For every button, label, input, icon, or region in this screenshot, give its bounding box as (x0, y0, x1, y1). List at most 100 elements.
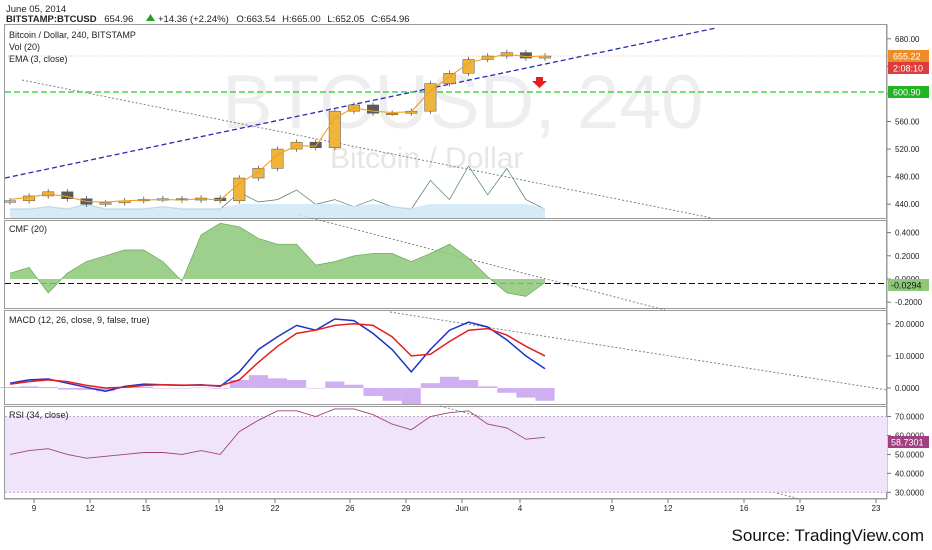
ema-label: EMA (3, close) (9, 54, 68, 64)
rsi-tick-label: 30.0000 (895, 488, 924, 497)
cmf-badge-text: -0.0294 (891, 281, 922, 291)
rsi-tick-label: 70.0000 (895, 412, 924, 421)
close-label: C: (371, 14, 381, 25)
rsi-tick-label: 50.0000 (895, 450, 924, 459)
x-tick-label: 12 (86, 504, 95, 513)
close-value: 654.96 (381, 14, 410, 25)
candle-body (233, 177, 246, 202)
header-change: +14.36 (+2.24%) (158, 14, 229, 25)
level-badge-text: 600.90 (893, 88, 921, 98)
x-tick-label: 12 (664, 504, 673, 513)
y-axis-ticks: 440.00480.00520.00560.00600.00640.00680.… (887, 35, 924, 497)
candle-body (271, 148, 284, 169)
macd-histogram-bar (535, 387, 555, 401)
macd-histogram-bar (306, 387, 326, 389)
macd-histogram-bar (267, 378, 288, 388)
header-symbol: BITSTAMP:BTCUSD (6, 14, 97, 25)
low-label: L: (327, 14, 335, 25)
low-value: 652.05 (335, 14, 364, 25)
trend-line-dotted-cmf (299, 214, 666, 311)
macd-histogram-bar (478, 386, 498, 388)
countdown-badge-text: 2:08:10 (893, 64, 923, 74)
macd-histogram-bar (38, 387, 58, 388)
cmf-area (10, 223, 545, 297)
x-tick-label: 16 (740, 504, 749, 513)
macd-histogram-bar (0, 387, 20, 388)
trend-line-dotted-price (21, 79, 713, 219)
macd-histogram-bar (287, 379, 307, 388)
high-value: 665.00 (292, 14, 321, 25)
watermark-symbol: BTCUSD, 240 (222, 60, 704, 145)
level-badge-bg (888, 86, 929, 98)
candle-body (252, 168, 265, 179)
macd-histogram-bar (516, 387, 536, 398)
macd-histogram-bar (134, 386, 154, 388)
price-badge-bg (888, 50, 929, 62)
down-arrow-icon (532, 77, 547, 88)
cmf-badge: -0.0294 (888, 279, 929, 291)
cmf-pane-title: CMF (20) (9, 224, 47, 234)
level-badge: 600.90 (888, 86, 929, 98)
price-tick-label: 520.00 (895, 145, 920, 154)
candle-body (328, 110, 341, 148)
volume-label: Vol (20) (9, 42, 40, 52)
macd-tick-label: 0.0000 (895, 384, 920, 393)
watermark-name: Bitcoin / Dollar (330, 142, 523, 175)
high-label: H: (282, 14, 292, 25)
macd-histogram-bar (459, 379, 479, 388)
rsi-badge: 58.7301 (888, 436, 929, 448)
x-tick-label: 15 (142, 504, 151, 513)
macd-pane-title: MACD (12, 26, close, 9, false, true) (9, 315, 150, 325)
trend-line-blue (4, 27, 717, 179)
rsi-plot (5, 408, 887, 493)
x-tick-label: 22 (271, 504, 280, 513)
candle-body (462, 59, 475, 74)
countdown-badge-bg (888, 62, 929, 74)
x-tick-label: 4 (518, 504, 523, 513)
price-tick-label: 440.00 (895, 200, 920, 209)
cmf-plot (9, 222, 546, 297)
price-plot (4, 49, 551, 218)
x-axis-ticks: 9 12 15 19 22 26 29 Jun 4 9 12 16 19 23 (4, 498, 887, 513)
macd-histogram-bar (439, 376, 460, 388)
macd-plot (0, 318, 555, 404)
macd-histogram-bar (57, 387, 77, 390)
price-badge: 655.22 (888, 50, 929, 62)
price-tick-label: 680.00 (895, 35, 920, 44)
chart-date: June 05, 2014 (6, 4, 66, 15)
open-value: 663.54 (246, 14, 275, 25)
rsi-tick-label: 40.0000 (895, 469, 924, 478)
x-tick-label: Jun (456, 504, 469, 513)
rsi-line (9, 408, 546, 459)
price-tick-label: 560.00 (895, 118, 920, 127)
price-pane-title: Bitcoin / Dollar, 240, BITSTAMP (9, 30, 136, 40)
macd-histogram-bar (210, 387, 230, 389)
macd-histogram-bar (19, 386, 39, 388)
macd-histogram-bar (191, 387, 211, 389)
candle-body (367, 104, 380, 114)
header-last: 654.96 (104, 14, 133, 25)
macd-histogram-bar (76, 387, 96, 390)
signal-line (9, 323, 546, 389)
macd-histogram-bar (344, 384, 364, 388)
candle-body (443, 73, 456, 84)
up-triangle-icon (146, 14, 155, 21)
candle-body (309, 141, 322, 148)
source-credit: Source: TradingView.com (732, 526, 924, 545)
macd-histogram-bar (95, 387, 116, 392)
macd-tick-label: 20.0000 (895, 320, 924, 329)
cmf-tick-label: 0.2000 (895, 252, 920, 261)
cmf-tick-label: -0.2000 (895, 298, 923, 307)
cmf-drawings (5, 214, 887, 311)
ema-line (9, 53, 546, 203)
header-quote: BITSTAMP:BTCUSD 654.96 (6, 14, 133, 25)
x-tick-label: 19 (796, 504, 805, 513)
x-tick-label: 26 (346, 504, 355, 513)
open-label: O: (236, 14, 246, 25)
macd-histogram-bar (497, 387, 517, 393)
macd-histogram-bar (153, 387, 173, 389)
x-tick-label: 23 (872, 504, 881, 513)
candle-body (4, 200, 16, 203)
macd-line (9, 318, 546, 392)
